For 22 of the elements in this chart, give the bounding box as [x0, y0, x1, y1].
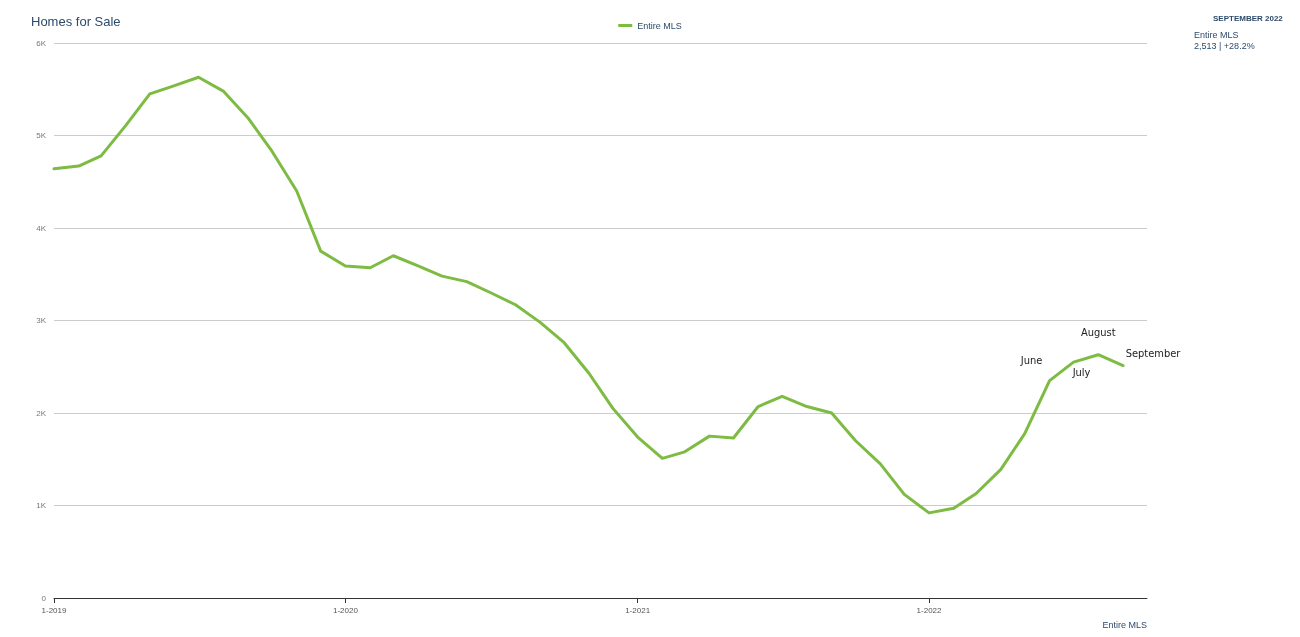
text: SEPTEMBER 2022 — [1213, 13, 1284, 23]
y-tick-label: 0 — [41, 593, 47, 603]
y-tick-label: 5K — [36, 131, 47, 140]
annotation: September — [1125, 347, 1182, 361]
y-tick-label: 3K — [36, 316, 47, 325]
x-tick-label: 1-2022 — [916, 605, 943, 615]
line-series — [52, 75, 1125, 515]
annotation: June — [1019, 354, 1043, 368]
chart-title: Homes for Sale — [31, 14, 121, 29]
y-tick-label: 1K — [36, 501, 47, 510]
x-tick-label: 1-2019 — [41, 605, 67, 615]
x-tick-label: 1-2020 — [332, 605, 359, 615]
y-tick-label: 6K — [36, 38, 47, 48]
y-tick-label: 4K — [36, 223, 47, 233]
annotation: July — [1071, 365, 1091, 379]
x-axis-title: Entire MLS — [1102, 619, 1147, 630]
legend-label: Entire MLS — [637, 20, 682, 31]
y-tick-label: 2K — [36, 408, 47, 418]
text: Entire MLS — [1194, 29, 1239, 40]
text: 2,513 | +28.2% — [1194, 40, 1255, 51]
annotation: August — [1080, 326, 1116, 340]
x-tick-label: 1-2021 — [625, 605, 651, 615]
